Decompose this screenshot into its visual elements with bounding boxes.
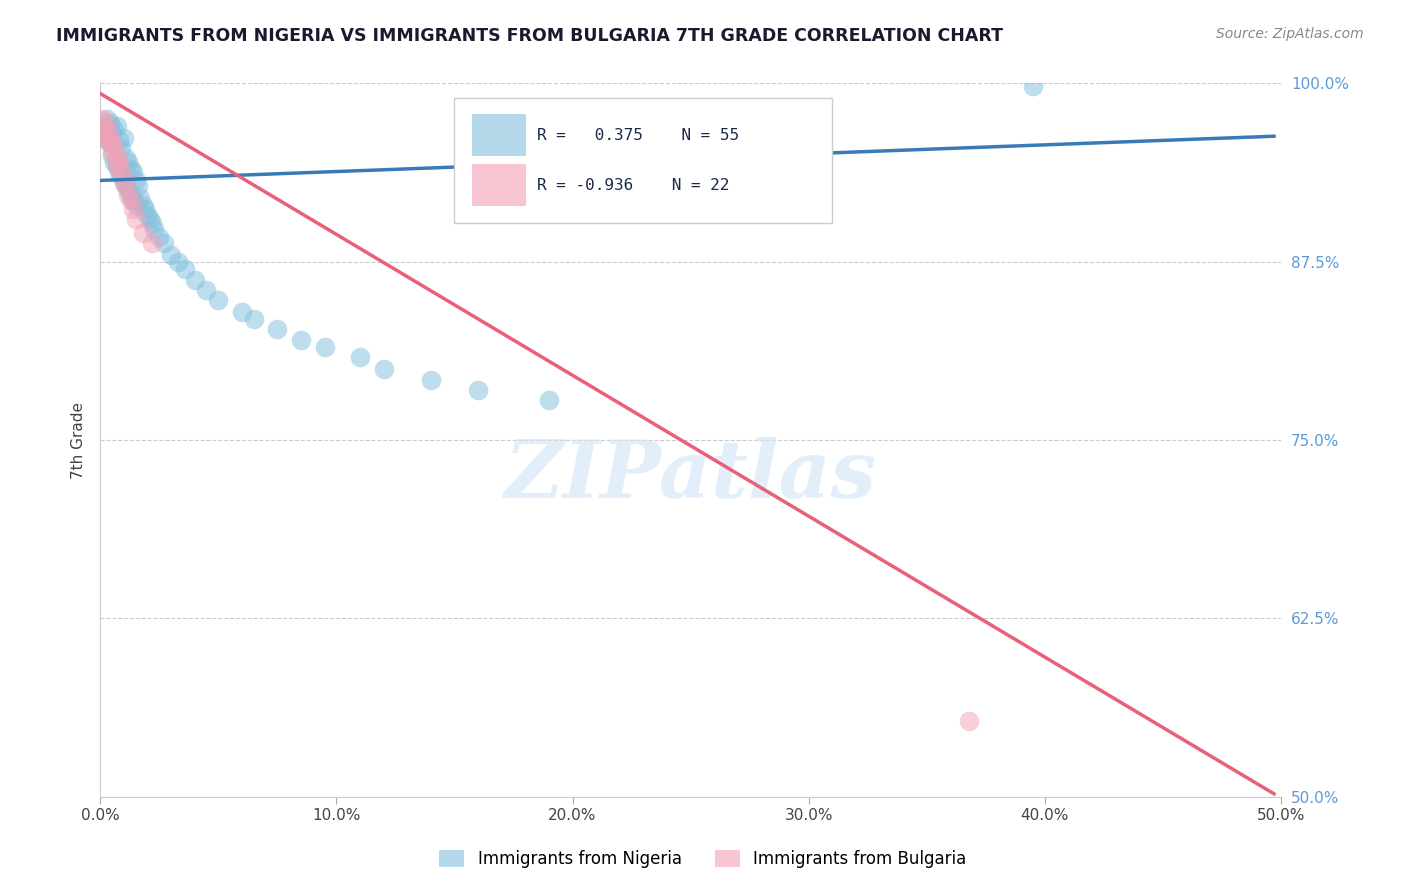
Point xyxy=(96,122,118,136)
Point xyxy=(98,136,121,151)
Point xyxy=(207,293,229,308)
Point xyxy=(105,151,128,165)
Point xyxy=(183,273,205,287)
Point xyxy=(141,216,163,230)
Point xyxy=(174,261,197,276)
Point xyxy=(957,714,980,728)
Point xyxy=(266,322,288,336)
Point xyxy=(467,383,489,397)
Point xyxy=(108,165,131,179)
Point xyxy=(101,145,124,159)
Legend: Immigrants from Nigeria, Immigrants from Bulgaria: Immigrants from Nigeria, Immigrants from… xyxy=(433,843,973,875)
Point xyxy=(103,141,125,155)
Point xyxy=(98,116,121,130)
FancyBboxPatch shape xyxy=(472,114,526,156)
Point xyxy=(110,169,132,183)
Point xyxy=(242,311,264,326)
Point xyxy=(98,130,121,145)
Point xyxy=(167,254,190,268)
Point xyxy=(103,122,125,136)
Point xyxy=(314,340,336,354)
Point xyxy=(108,134,131,148)
Point xyxy=(108,154,131,169)
Point xyxy=(110,165,132,179)
Point xyxy=(143,222,166,236)
Point xyxy=(110,141,132,155)
Point xyxy=(127,179,149,194)
Point xyxy=(94,122,117,136)
Point xyxy=(94,127,117,141)
Point xyxy=(129,190,152,204)
Point xyxy=(117,187,139,202)
Point xyxy=(124,197,146,211)
Text: R = -0.936    N = 22: R = -0.936 N = 22 xyxy=(537,178,730,193)
Point xyxy=(290,333,312,347)
Text: ZIPatlas: ZIPatlas xyxy=(505,437,877,515)
Point xyxy=(124,173,146,187)
Point xyxy=(105,120,128,134)
Point xyxy=(131,226,153,240)
Point xyxy=(103,154,125,169)
Point xyxy=(112,130,135,145)
Point xyxy=(134,202,156,216)
Point xyxy=(136,208,159,222)
Point xyxy=(160,247,183,261)
Point xyxy=(105,159,128,173)
Point xyxy=(419,373,441,387)
Point xyxy=(373,361,395,376)
Point xyxy=(537,393,560,408)
Point xyxy=(112,176,135,190)
Point xyxy=(122,194,145,208)
Point xyxy=(91,112,114,127)
Point xyxy=(124,211,146,226)
Point xyxy=(117,183,139,197)
Point xyxy=(231,304,253,318)
Point xyxy=(120,161,142,176)
Text: Source: ZipAtlas.com: Source: ZipAtlas.com xyxy=(1216,27,1364,41)
Point xyxy=(138,211,160,226)
Point xyxy=(141,236,163,251)
Point xyxy=(1022,79,1045,94)
Y-axis label: 7th Grade: 7th Grade xyxy=(72,401,86,478)
Point xyxy=(101,148,124,162)
Point xyxy=(153,236,176,251)
Point xyxy=(105,159,128,173)
Point xyxy=(112,173,135,187)
Point xyxy=(101,127,124,141)
Point xyxy=(195,283,218,297)
Point xyxy=(96,134,118,148)
FancyBboxPatch shape xyxy=(454,98,832,222)
Point xyxy=(131,197,153,211)
Point xyxy=(96,134,118,148)
Point xyxy=(349,351,371,365)
Point xyxy=(120,187,142,202)
Point xyxy=(115,179,138,194)
Point xyxy=(117,154,139,169)
Point xyxy=(122,202,145,216)
Point xyxy=(115,151,138,165)
Point xyxy=(96,112,118,127)
Text: R =   0.375    N = 55: R = 0.375 N = 55 xyxy=(537,128,740,143)
Point xyxy=(91,120,114,134)
FancyBboxPatch shape xyxy=(472,164,526,206)
Point xyxy=(94,116,117,130)
Point xyxy=(120,194,142,208)
Text: IMMIGRANTS FROM NIGERIA VS IMMIGRANTS FROM BULGARIA 7TH GRADE CORRELATION CHART: IMMIGRANTS FROM NIGERIA VS IMMIGRANTS FR… xyxy=(56,27,1004,45)
Point xyxy=(122,165,145,179)
Point xyxy=(148,230,170,244)
Point xyxy=(115,179,138,194)
Point xyxy=(101,136,124,151)
